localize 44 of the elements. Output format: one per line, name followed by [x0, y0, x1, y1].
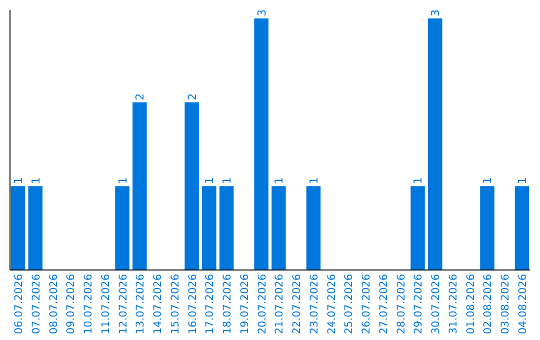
x-tick-label: 26.07.2026 [360, 274, 373, 334]
x-tick-label: 17.07.2026 [204, 274, 216, 334]
x-tick-label: 13.07.2026 [134, 274, 147, 334]
x-tick-label: 14.07.2026 [152, 274, 164, 334]
data-label: 1 [272, 177, 286, 184]
x-tick-label: 09.07.2026 [65, 274, 78, 334]
data-label: 1 [307, 177, 320, 184]
x-tick-label: 03.08.2026 [500, 274, 512, 334]
data-label: 1 [116, 177, 130, 184]
data-label: 1 [481, 177, 494, 184]
x-tick-label: 12.07.2026 [117, 274, 130, 334]
data-label: 1 [220, 177, 234, 184]
x-tick-label: 02.08.2026 [482, 274, 494, 334]
x-tick-label: 04.08.2026 [517, 274, 530, 334]
x-tick-label: 06.07.2026 [12, 274, 25, 334]
data-label: 3 [429, 9, 442, 16]
x-tick-label: 22.07.2026 [291, 274, 304, 334]
x-tick-label: 23.07.2026 [308, 274, 320, 334]
data-label: 1 [516, 177, 530, 184]
data-label: 1 [203, 177, 216, 184]
x-tick-label: 21.07.2026 [274, 274, 286, 334]
x-tick-label: 15.07.2026 [169, 274, 182, 334]
x-tick-label: 10.07.2026 [82, 274, 95, 334]
data-label: 3 [255, 9, 268, 16]
x-tick-label: 27.07.2026 [378, 274, 390, 334]
x-tick-label: 29.07.2026 [412, 274, 425, 334]
x-tick-label: 19.07.2026 [238, 274, 251, 334]
data-label: 2 [186, 93, 199, 100]
x-tick-label: 20.07.2026 [256, 274, 268, 334]
data-label: 2 [134, 93, 147, 100]
x-tick-label: 30.07.2026 [430, 274, 442, 334]
x-tick-label: 08.07.2026 [48, 274, 60, 334]
data-label: 1 [412, 177, 425, 184]
data-label: 1 [29, 177, 42, 184]
x-tick-label: 24.07.2026 [326, 274, 338, 334]
x-tick-label: 25.07.2026 [343, 274, 356, 334]
x-tick-label: 18.07.2026 [222, 274, 234, 334]
x-tick-label: 16.07.2026 [186, 274, 199, 334]
x-tick-label: 11.07.2026 [100, 274, 112, 334]
x-tick-label: 31.07.2026 [447, 274, 460, 334]
x-tick-label: 01.08.2026 [464, 274, 477, 334]
data-label: 1 [12, 177, 25, 184]
x-tick-label: 28.07.2026 [395, 274, 408, 334]
x-tick-label: 07.07.2026 [30, 274, 42, 334]
